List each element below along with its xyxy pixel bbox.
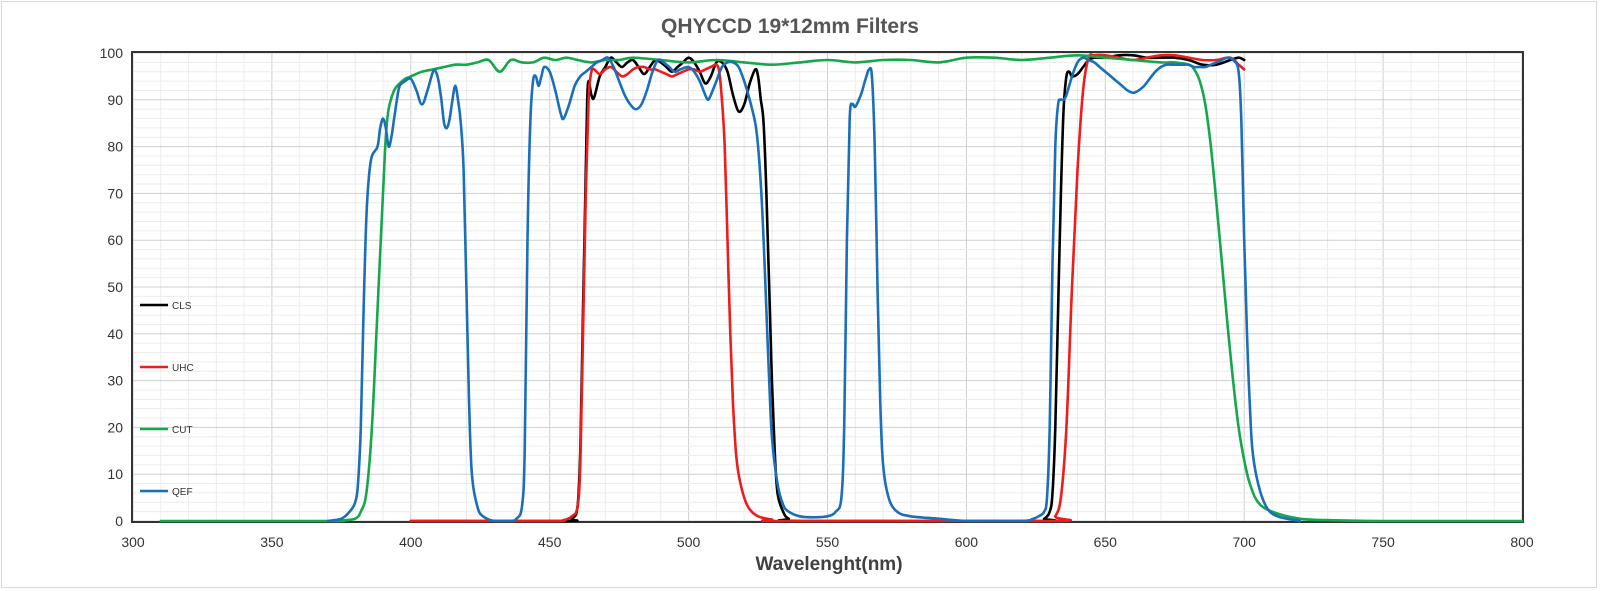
series-lines xyxy=(159,53,1524,523)
x-tick-label: 550 xyxy=(816,534,840,550)
y-axis-ticks: 0 10 20 30 40 50 60 70 80 90 100 xyxy=(100,45,124,529)
x-tick-label: 350 xyxy=(260,534,284,550)
legend-label-cut: CUT xyxy=(172,425,193,436)
y-tick-label: 30 xyxy=(107,373,123,389)
x-axis-label: Wavelenght(nm) xyxy=(755,554,902,575)
y-tick-label: 10 xyxy=(107,466,123,482)
y-tick-label: 60 xyxy=(107,232,123,248)
x-axis-ticks: 300 350 400 450 500 550 600 650 700 750 800 xyxy=(121,534,1534,550)
x-tick-label: 500 xyxy=(677,534,701,550)
legend: CLS UHC CUT QEF xyxy=(140,301,194,498)
grid xyxy=(132,52,1523,522)
x-tick-label: 650 xyxy=(1094,534,1118,550)
x-tick-label: 600 xyxy=(955,534,979,550)
y-tick-label: 40 xyxy=(107,326,123,342)
y-tick-label: 0 xyxy=(115,513,123,529)
y-tick-label: 20 xyxy=(107,419,123,435)
legend-label-cls: CLS xyxy=(172,301,192,312)
y-tick-label: 90 xyxy=(107,92,123,108)
series-line-cut xyxy=(159,54,1524,523)
legend-label-uhc: UHC xyxy=(172,363,194,374)
y-tick-label: 50 xyxy=(107,279,123,295)
x-tick-label: 400 xyxy=(399,534,423,550)
y-tick-label: 70 xyxy=(107,185,123,201)
series-line-uhc xyxy=(409,53,1246,523)
chart-title: QHYCCD 19*12mm Filters xyxy=(661,15,919,38)
x-tick-label: 750 xyxy=(1371,534,1395,550)
x-tick-label: 450 xyxy=(538,534,562,550)
x-tick-label: 700 xyxy=(1233,534,1257,550)
x-tick-label: 300 xyxy=(121,534,145,550)
series-line-qef xyxy=(326,56,1302,523)
x-tick-label: 800 xyxy=(1510,534,1534,550)
y-tick-label: 80 xyxy=(107,139,123,155)
legend-label-qef: QEF xyxy=(172,487,193,498)
y-tick-label: 100 xyxy=(100,45,124,61)
